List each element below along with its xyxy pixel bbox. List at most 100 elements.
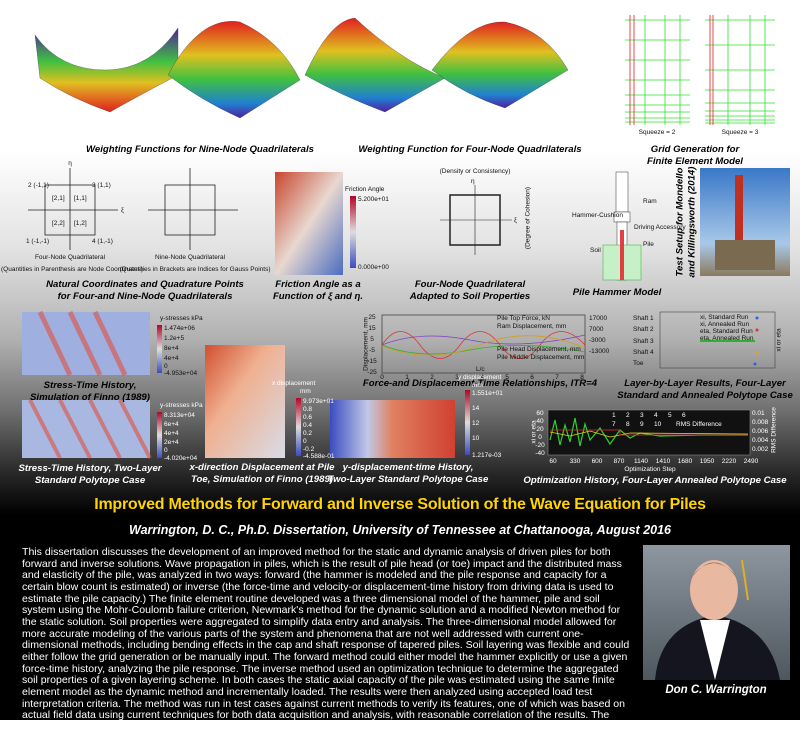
figure-label: RMS Difference (770, 407, 778, 453)
figure-label: mm (300, 388, 311, 395)
figure-label: RMS Difference (676, 421, 722, 428)
subtitle: Warrington, D. C., Ph.D. Dissertation, U… (129, 523, 671, 537)
figure-caption: Stress-Time History, Simulation of Finno … (30, 380, 150, 403)
figure-caption: Natural Coordinates and Quadrature Point… (46, 279, 244, 302)
figure-label: 1.2e+5 (164, 335, 185, 342)
figure-caption: Force-and Displacement-Time Relationship… (363, 378, 597, 390)
figure-label: Hammer-Cushion (572, 212, 623, 219)
figure-label: 2 (626, 412, 630, 419)
figure-label: y-stresses kPa (160, 402, 203, 409)
figure-label: 1.551e+01 (472, 390, 503, 397)
friction-plot (275, 172, 356, 275)
figure-caption: Weighting Function for Four-Node Quadril… (358, 144, 581, 156)
figure-label: Shaft 2 (633, 326, 654, 333)
author-name: Don C. Warrington (665, 684, 767, 696)
caption-line: Stress-Time History, Two-Layer (18, 463, 162, 474)
figure-label: (Density or Consistency) (439, 168, 511, 175)
figure-label: 7 (612, 421, 616, 428)
figure-label: 15 (368, 325, 376, 332)
figure-caption: Test Setup for Mondello and Killingsworth… (675, 167, 698, 278)
figure-label: [1,1] (74, 195, 87, 202)
figure-label: 1950 (699, 458, 715, 465)
caption-line: Finite Element Model (647, 155, 743, 167)
caption-line: Force-and Displacement-Time Relationship… (362, 378, 598, 389)
figure-label: 2490 (743, 458, 759, 465)
figure-label: 330 (569, 458, 581, 465)
figure-label: 0 (164, 363, 168, 370)
figure-label: Soil (590, 247, 601, 254)
figure-label: -15 (367, 358, 377, 365)
figure-label: 10 (654, 421, 662, 428)
figure-label: 25 (368, 314, 376, 321)
figure-label: 2e+4 (164, 439, 179, 446)
figure-label: 0.006 (752, 428, 769, 435)
force-plot (381, 314, 586, 374)
figure-label: Pile Middle Displacement, mm (497, 354, 585, 361)
caption-line: Standard and Annealed Polytope Case (617, 389, 793, 401)
figure-label: 0 (164, 447, 168, 454)
grid-figures (625, 15, 775, 125)
figure-caption: Pile Hammer Model (573, 287, 662, 299)
figure-label: 1140 (634, 458, 648, 465)
caption-line: Natural Coordinates and Quadrature Point… (46, 279, 244, 290)
figure-label: 7000 (589, 326, 604, 333)
figure-label: 1.217e-03 (472, 452, 502, 459)
stress-plots (22, 310, 470, 459)
caption-line: Layer-by-Layer Results, Four-Layer (624, 378, 786, 389)
figure-label: x displacement (272, 380, 316, 387)
figure-label: 2 (430, 374, 434, 381)
figure-label: 1.474e+06 (164, 325, 195, 332)
figure-label: 4e+4 (164, 355, 179, 362)
caption-line: and Killingsworth (2014) (686, 166, 697, 278)
hammer-model (602, 171, 642, 281)
figure-label: 0 (380, 374, 384, 381)
figure-label: 14 (472, 405, 480, 412)
figure-label: 5 (668, 412, 672, 419)
figure-label: 8.313e+04 (164, 412, 195, 419)
figure-label: 0.4 (303, 422, 313, 429)
figure-label: 60 (536, 410, 544, 417)
figure-label: y displacement (458, 374, 502, 381)
figure-label: eta, Annealed Run (700, 335, 754, 342)
figure-label: -5 (369, 347, 375, 354)
figure-label: 0.000e+00 (358, 264, 389, 271)
figure-label: Optimization Step (624, 466, 676, 473)
caption-line: Stress-Time History, (43, 380, 137, 391)
figure-label: 0.8 (303, 406, 313, 413)
figure-label: η (68, 160, 72, 167)
figure-label: 0.004 (752, 437, 769, 444)
figure-label: 6 (530, 374, 534, 381)
figure-label: 20 (536, 426, 544, 433)
caption-line: Weighting Function for Four-Node Quadril… (358, 144, 582, 155)
test-photo (700, 168, 790, 276)
poster-title: Improved Methods for Forward and Inverse… (94, 496, 706, 513)
optimization-plot (547, 409, 751, 456)
figure-label: -3000 (589, 337, 606, 344)
figure-caption: y-displacement-time History, Two-Layer St… (328, 462, 489, 485)
figure-label: [2,2] (52, 220, 65, 227)
figure-label: 9 (640, 421, 644, 428)
figure-label: mm (472, 382, 483, 389)
surfaces (34, 17, 569, 119)
figure-label: Squeeze = 2 (638, 129, 676, 136)
figure-label: 2 (-1,1) (28, 182, 49, 189)
layer-plot (659, 311, 776, 369)
figure-label: Driving Accessory (634, 224, 686, 231)
figure-label: Squeeze = 3 (721, 129, 759, 136)
figure-label: Shaft 1 (633, 315, 654, 322)
figure-label: ξ (514, 217, 517, 224)
figure-caption: Grid Generation for Finite Element Model (647, 144, 743, 167)
figure-label: 8 (580, 374, 584, 381)
caption-line: Adapted to Soil Properties (409, 290, 531, 302)
figure-label: 1680 (677, 458, 693, 465)
figure-label: 0.01 (752, 410, 765, 417)
portrait (643, 545, 790, 680)
caption-line: Standard Polytope Case (34, 474, 146, 486)
figure-label: Pile Head Displacement, mm (497, 346, 581, 353)
figure-label: η (471, 178, 475, 185)
figure-label: 0 (538, 434, 542, 441)
figure-label: Toe (633, 360, 644, 367)
figure-label: 6 (682, 412, 686, 419)
figure-caption: x-direction Displacement at Pile Toe, Sim… (189, 462, 334, 485)
